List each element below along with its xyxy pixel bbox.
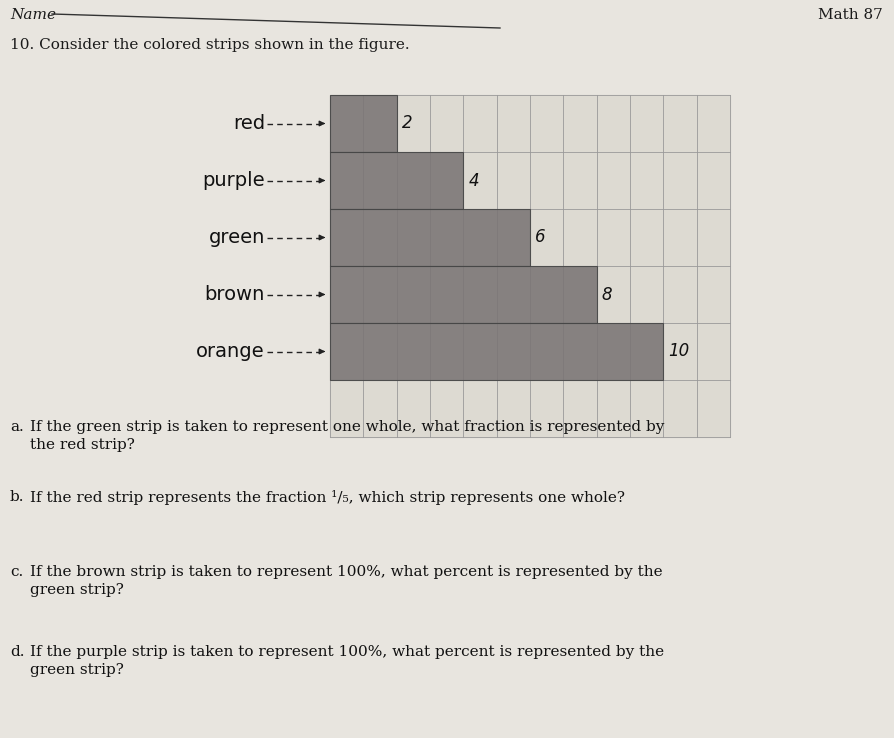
Text: 6: 6 <box>535 229 545 246</box>
Text: a.: a. <box>10 420 24 434</box>
Text: green strip?: green strip? <box>30 583 123 597</box>
Text: 10. Consider the colored strips shown in the figure.: 10. Consider the colored strips shown in… <box>10 38 409 52</box>
Text: Math 87: Math 87 <box>817 8 882 22</box>
Text: red: red <box>232 114 265 133</box>
Text: Name: Name <box>10 8 56 22</box>
Text: d.: d. <box>10 645 24 659</box>
Text: 4: 4 <box>468 171 478 190</box>
Text: If the green strip is taken to represent one whole, what fraction is represented: If the green strip is taken to represent… <box>30 420 663 434</box>
Text: orange: orange <box>196 342 265 361</box>
Text: c.: c. <box>10 565 23 579</box>
Bar <box>330 380 730 437</box>
Text: b.: b. <box>10 490 24 504</box>
Bar <box>330 323 662 380</box>
Text: green strip?: green strip? <box>30 663 123 677</box>
Text: If the red strip represents the fraction ¹/₅, which strip represents one whole?: If the red strip represents the fraction… <box>30 490 624 505</box>
Text: green: green <box>208 228 265 247</box>
Text: brown: brown <box>205 285 265 304</box>
Text: the red strip?: the red strip? <box>30 438 135 452</box>
Text: 8: 8 <box>601 286 611 303</box>
Text: 2: 2 <box>401 114 412 133</box>
Text: 10: 10 <box>668 342 688 360</box>
Text: If the purple strip is taken to represent 100%, what percent is represented by t: If the purple strip is taken to represen… <box>30 645 663 659</box>
Bar <box>330 95 730 380</box>
Bar <box>330 209 529 266</box>
Bar <box>330 266 596 323</box>
Text: purple: purple <box>202 171 265 190</box>
Text: If the brown strip is taken to represent 100%, what percent is represented by th: If the brown strip is taken to represent… <box>30 565 662 579</box>
Bar <box>330 95 396 152</box>
Bar <box>330 152 463 209</box>
